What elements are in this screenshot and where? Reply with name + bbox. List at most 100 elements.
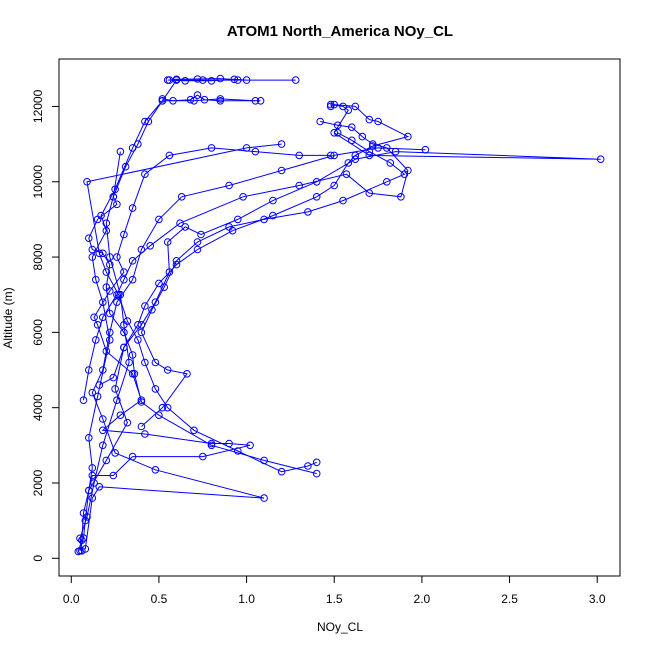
data-point (102, 347, 111, 356)
data-point (151, 385, 160, 393)
data-point (197, 230, 205, 239)
data-point (106, 336, 114, 344)
data-point (155, 215, 163, 224)
data-point (99, 298, 107, 307)
data-point (99, 313, 107, 322)
data-point (120, 328, 128, 337)
data-point (155, 411, 163, 420)
data-point (330, 181, 339, 190)
data-point (312, 458, 321, 467)
data-point (295, 181, 304, 190)
series-line (84, 147, 426, 549)
x-axis: 0.0 0.5 1.0 1.5 2.0 2.5 3.0 (63, 575, 606, 606)
series-line (140, 132, 406, 427)
data-point (158, 403, 167, 412)
data-point (216, 97, 225, 105)
series-line (162, 94, 261, 102)
data-point (148, 306, 156, 314)
x-axis-label: NOy_CL (317, 620, 363, 634)
data-point (400, 170, 409, 178)
data-point (333, 129, 342, 137)
data-point (397, 193, 405, 201)
data-point (88, 494, 97, 502)
data-point (85, 486, 93, 495)
data-point (326, 102, 335, 111)
data-point (339, 196, 347, 205)
data-point (93, 215, 102, 224)
data-point (333, 121, 342, 130)
x-tick-label: 3.0 (589, 592, 606, 606)
data-point (134, 336, 142, 344)
data-point (113, 253, 121, 261)
data-point (383, 178, 391, 186)
data-point (351, 151, 360, 160)
data-point (239, 193, 247, 201)
data-point (365, 147, 374, 156)
y-tick-label: 12000 (31, 89, 45, 123)
series-line (77, 147, 331, 552)
data-point (88, 464, 97, 472)
data-point (312, 469, 321, 478)
data-point (158, 97, 167, 105)
plot-marks (74, 74, 605, 556)
data-point (79, 396, 88, 405)
data-point (358, 132, 367, 141)
data-point (99, 249, 107, 258)
data-point (113, 200, 121, 209)
data-point (269, 211, 277, 220)
data-point (128, 351, 137, 359)
data-point (383, 144, 391, 152)
data-point (123, 317, 132, 325)
data-point (137, 398, 146, 406)
data-point (234, 215, 242, 224)
data-point (330, 129, 339, 137)
data-point (128, 257, 137, 265)
data-point (134, 140, 142, 148)
data-point (109, 193, 118, 201)
data-point (207, 144, 216, 152)
data-point (207, 441, 216, 450)
data-point (109, 471, 118, 480)
data-point (260, 215, 268, 224)
data-point (106, 309, 114, 318)
data-point (141, 302, 149, 310)
data-point (116, 411, 125, 420)
data-point (163, 366, 172, 374)
series-line (88, 151, 317, 475)
data-point (193, 91, 202, 99)
data-point (134, 321, 142, 329)
data-point (199, 76, 207, 84)
data-point (304, 208, 312, 216)
data-point (106, 260, 114, 269)
data-point (330, 100, 339, 109)
data-point (330, 151, 339, 160)
data-point (92, 275, 100, 284)
data-point (114, 290, 123, 299)
data-point (158, 95, 167, 103)
data-point (242, 76, 251, 84)
x-tick-label: 1.5 (326, 592, 343, 606)
data-point (344, 159, 353, 167)
series-line (79, 79, 296, 551)
data-point (85, 234, 93, 242)
data-point (102, 268, 111, 276)
data-point (163, 403, 172, 412)
data-point (186, 95, 195, 104)
data-point (113, 298, 121, 307)
data-point (169, 97, 177, 105)
data-point (151, 466, 160, 474)
data-point (256, 97, 265, 105)
data-point (85, 366, 93, 374)
data-point (312, 193, 321, 201)
data-point (193, 245, 202, 254)
x-tick-label: 1.0 (238, 592, 255, 606)
y-tick-label: 0 (31, 555, 45, 562)
data-point (165, 76, 174, 84)
data-point (120, 230, 128, 239)
data-point (141, 358, 149, 367)
data-point (177, 193, 186, 201)
data-point (130, 370, 139, 378)
series-line (79, 98, 256, 551)
data-point (74, 547, 83, 556)
data-point (251, 147, 260, 156)
